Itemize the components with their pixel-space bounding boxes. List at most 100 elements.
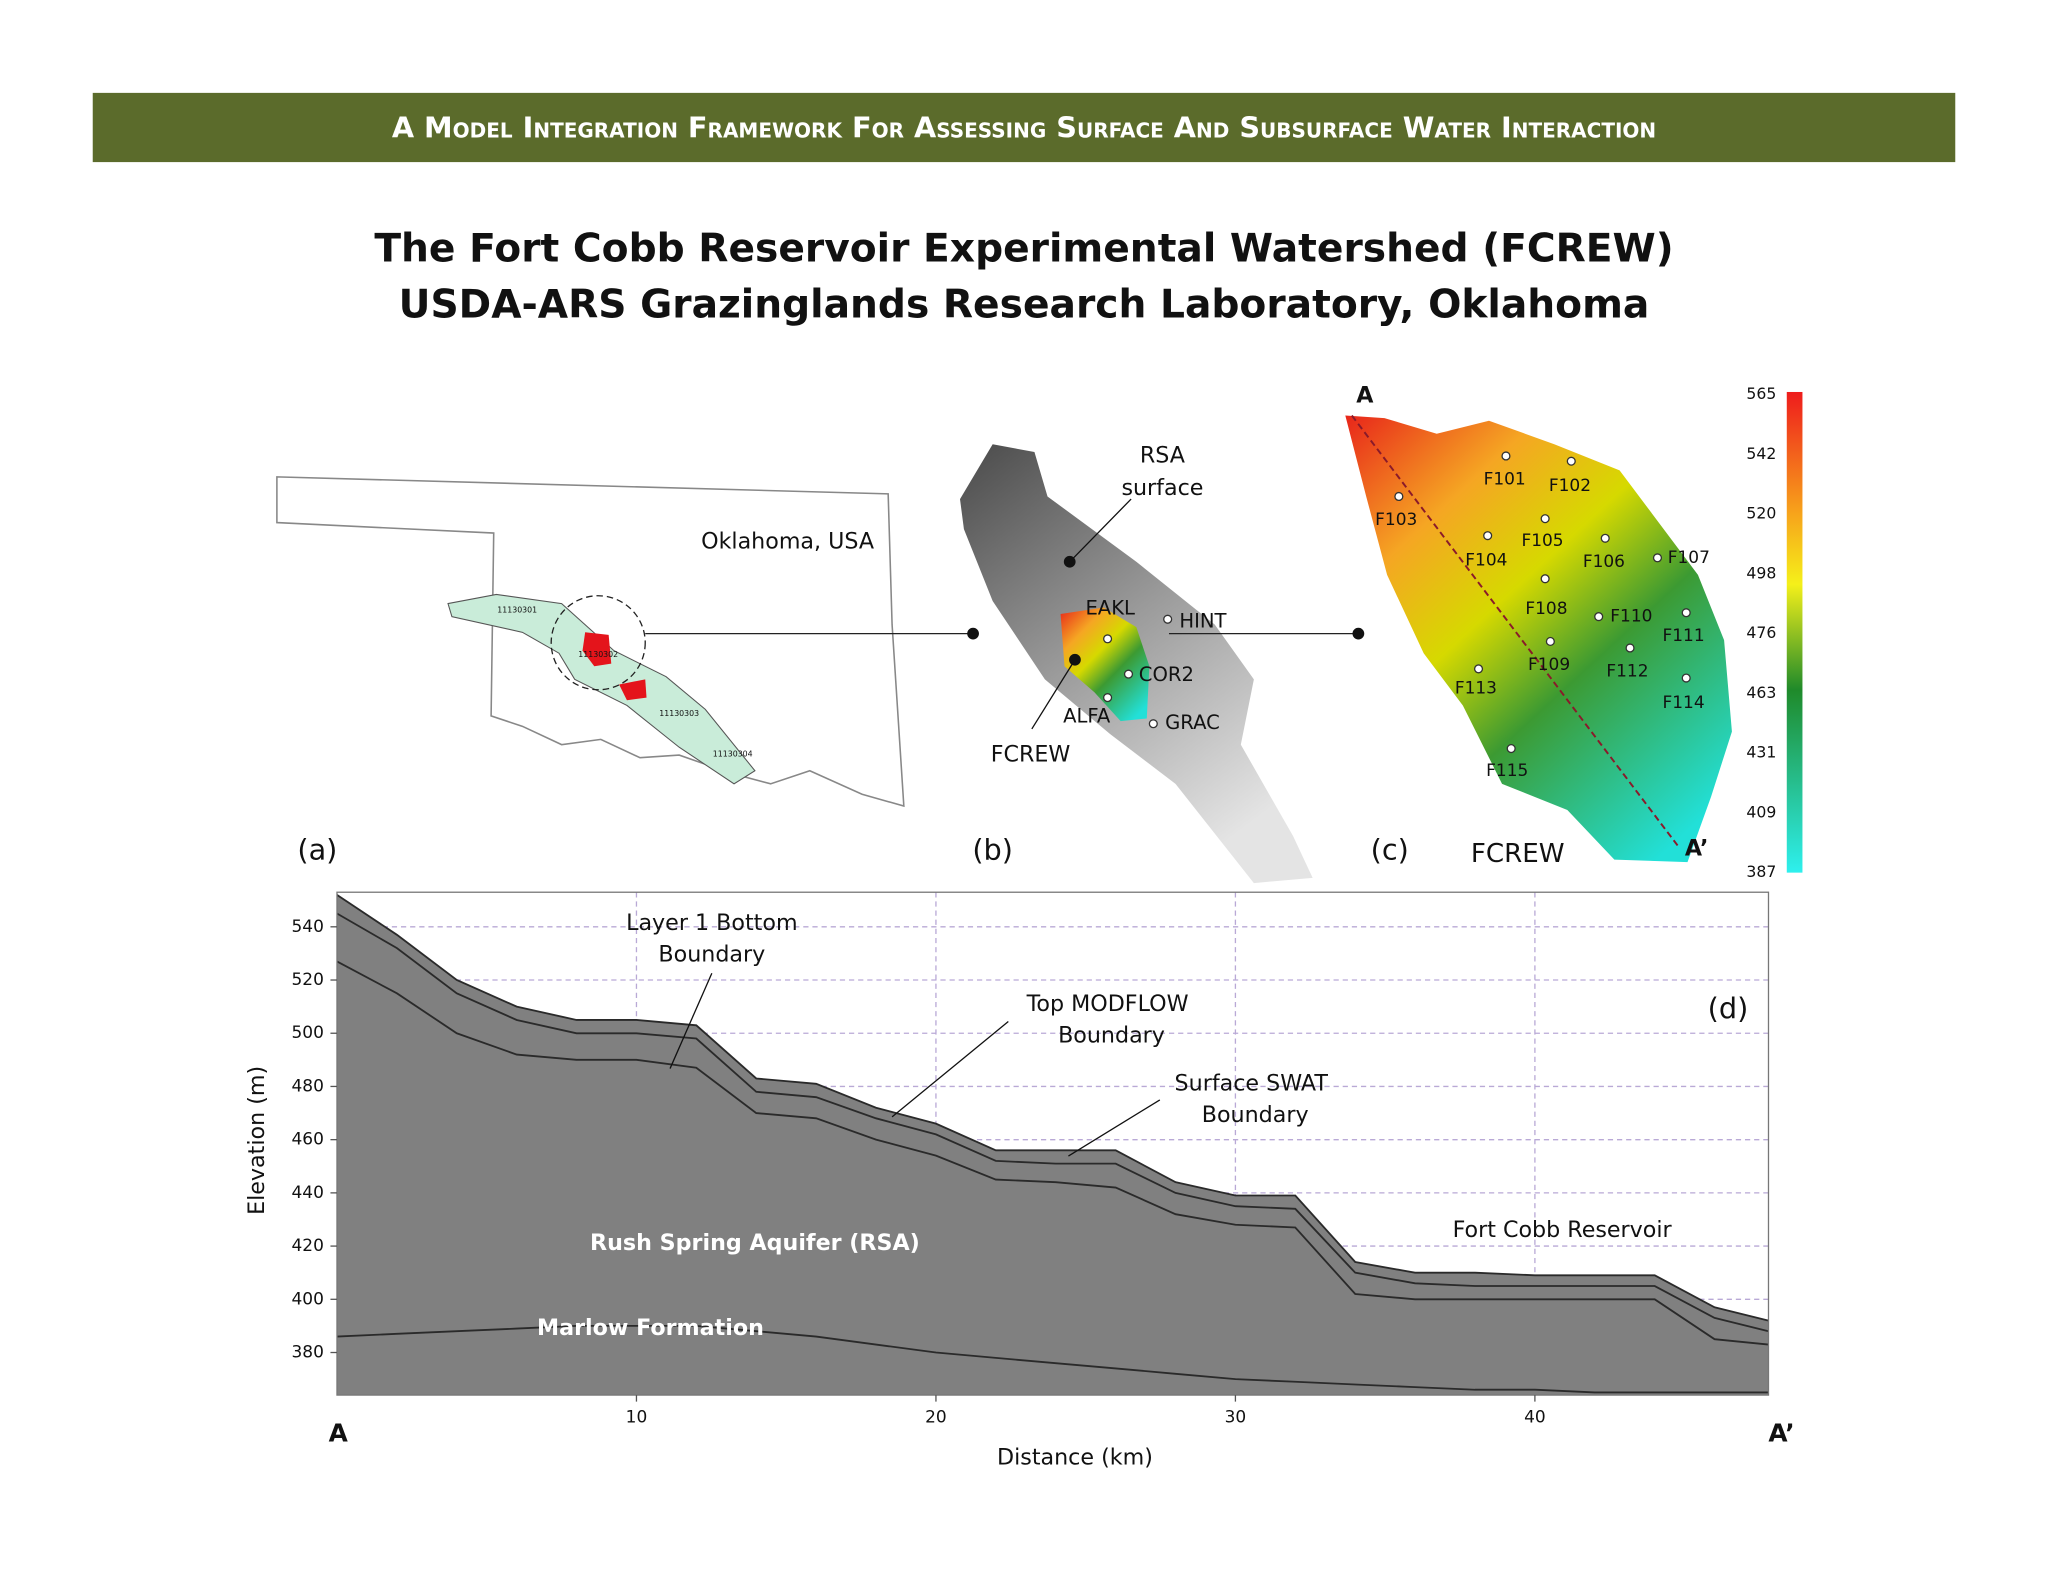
y-tick-label: 460 [292, 1130, 324, 1150]
station-label: HINT [1179, 609, 1227, 632]
annotation: Top MODFLOW [1026, 991, 1189, 1017]
station-label: F113 [1455, 678, 1497, 698]
station-label: F106 [1583, 552, 1625, 572]
annotation: Marlow Formation [537, 1315, 764, 1341]
annotation: A’ [1768, 1418, 1794, 1447]
station-label: F104 [1465, 550, 1507, 570]
panel-label: (c) [1371, 833, 1409, 867]
colorbar [1786, 391, 1803, 873]
x-axis-label: Distance (km) [997, 1444, 1153, 1470]
station-dot [1506, 743, 1516, 754]
colorbar-label: 387 [1746, 862, 1776, 881]
profile-line [336, 1324, 1769, 1394]
y-tick-label: 440 [292, 1183, 324, 1203]
station-dot [1483, 531, 1493, 541]
fcrew-area [1060, 607, 1150, 722]
annotation: Boundary [1058, 1022, 1165, 1048]
fcrew-name: FCREW [1471, 839, 1565, 869]
header-bar [92, 92, 1956, 163]
colorbar-label: 463 [1746, 683, 1776, 702]
annotation: Boundary [658, 941, 765, 967]
station-label: F102 [1549, 476, 1591, 496]
colorbar-label: 498 [1746, 563, 1776, 582]
fcrew-dem [1345, 415, 1732, 863]
place-label: Oklahoma, USA [701, 529, 874, 555]
connector-dot [1352, 627, 1365, 640]
elevation-area [336, 894, 1769, 1396]
annotation: Layer 1 Bottom [626, 910, 797, 936]
station-label: F115 [1486, 761, 1528, 781]
station-dot [1681, 608, 1691, 618]
profile-line [336, 894, 1769, 1322]
panel-c: A A’ FCREW (c) [1345, 382, 1803, 873]
watershed [582, 632, 612, 667]
focus-circle [550, 595, 646, 691]
colorbar-label: 520 [1746, 504, 1776, 523]
station-label: F110 [1610, 607, 1652, 627]
station-dot [1600, 533, 1610, 543]
basin-code: 11130302 [578, 650, 618, 659]
y-tick-label: 500 [292, 1023, 324, 1043]
station-label: GRAC [1165, 711, 1220, 734]
station-label: F112 [1606, 661, 1648, 681]
station-dot [1501, 451, 1511, 461]
station-dot [1652, 553, 1663, 563]
rsa-label: RSA [1140, 442, 1185, 468]
station-label: F109 [1528, 655, 1570, 675]
station-dot [1545, 636, 1555, 647]
section-start: A [1356, 382, 1374, 408]
basin-code: 11130304 [713, 749, 753, 758]
annotation: Boundary [1202, 1102, 1309, 1128]
plot-frame [336, 891, 1770, 1396]
panel-label: (b) [972, 833, 1013, 867]
pointer [1031, 659, 1076, 730]
station-label: F101 [1484, 469, 1526, 489]
pointer [1069, 498, 1132, 563]
basin-code: 11130301 [497, 606, 537, 615]
station-label: COR2 [1139, 663, 1194, 686]
station-dot [1540, 514, 1550, 524]
x-tick-label: 10 [626, 1407, 648, 1427]
station-dot [1566, 456, 1576, 466]
station-dot [1123, 669, 1134, 679]
connector-dot [967, 627, 979, 640]
station-dot [1394, 491, 1404, 502]
pointer [1068, 1099, 1161, 1157]
subtitle: USDA-ARS Grazinglands Research Laborator… [399, 283, 1650, 328]
station-dot [1103, 693, 1113, 703]
station-dot [1681, 673, 1691, 683]
station-label: F107 [1668, 548, 1710, 568]
colorbar-label: 565 [1746, 384, 1776, 403]
rsa-label: surface [1121, 475, 1203, 501]
y-tick-label: 480 [292, 1076, 324, 1096]
state-outline [276, 476, 905, 808]
colorbar-label: 476 [1746, 623, 1776, 642]
station-dot [1540, 574, 1550, 584]
basin-code: 11130303 [659, 709, 699, 718]
header-title: A Model Integration Framework For Assess… [392, 110, 1656, 144]
station-label: F105 [1521, 531, 1563, 551]
x-tick-label: 40 [1524, 1407, 1546, 1427]
x-tick-label: 30 [1225, 1407, 1247, 1427]
watershed [619, 679, 647, 701]
basin [447, 593, 756, 785]
station-dot [1103, 634, 1113, 644]
colorbar-label: 542 [1746, 444, 1776, 463]
station-label: F114 [1663, 693, 1705, 713]
pointer [669, 972, 713, 1069]
station-label: F111 [1663, 626, 1705, 646]
fcrew-label: FCREW [991, 742, 1071, 768]
colorbar-label: 431 [1746, 743, 1776, 762]
panel-label: (a) [297, 833, 337, 867]
panel-b: RSA surface FCREW (b) [960, 442, 1365, 884]
profile-line [336, 960, 1769, 1346]
section-end: A’ [1685, 836, 1709, 862]
station-dot [1594, 612, 1604, 622]
y-tick-label: 520 [292, 970, 324, 990]
annotation: (d) [1708, 991, 1749, 1025]
annotation: Surface SWAT [1175, 1071, 1329, 1097]
panel-a: 11130301 11130302 11130303 11130304 Okla… [276, 476, 979, 867]
colorbar-label: 409 [1746, 802, 1776, 821]
annotation: Rush Spring Aquifer (RSA) [590, 1230, 920, 1256]
